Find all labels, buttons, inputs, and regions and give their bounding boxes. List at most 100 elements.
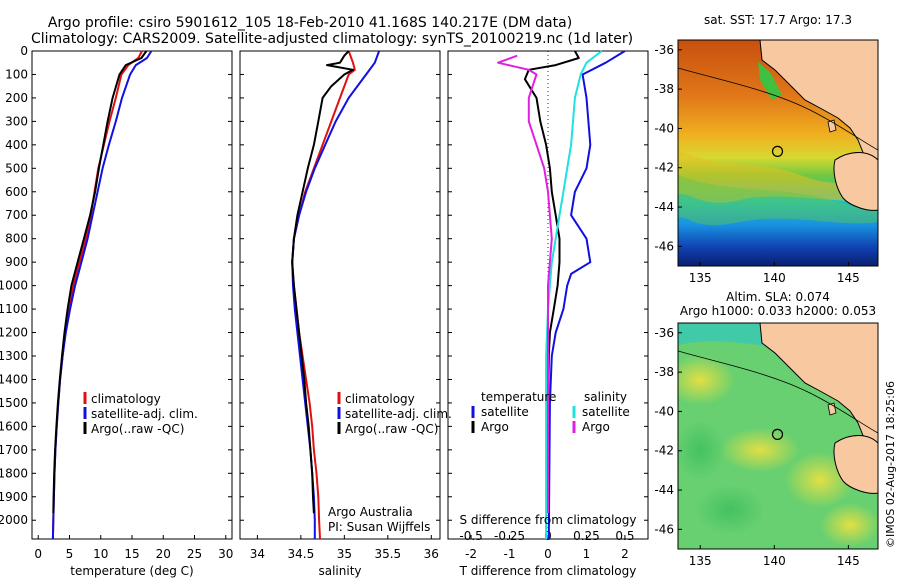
depth-tick-label: 1800: [0, 466, 28, 480]
sst-map-frame: [677, 39, 879, 267]
difference-panel: -2 -1 0 1 2-0.5 -0.25 0 0.25 0.5: [459, 50, 634, 561]
legend-title-salinity: salinity: [584, 390, 627, 404]
sst-land-tasmania: [833, 152, 878, 211]
series-line-t-satellite: [547, 50, 626, 540]
sst-front: [678, 150, 878, 203]
legend-title-temperature: temperature: [481, 390, 556, 404]
x-tick-label: 5: [66, 547, 74, 561]
sst-argo-position-marker: [771, 145, 784, 157]
sla-anomaly: [695, 485, 765, 535]
legend-label-s-argo: Argo: [582, 420, 610, 434]
x-tick-label: 34.5: [288, 547, 315, 561]
depth-tick-label: 1100: [0, 302, 28, 316]
x-tick-label: 20: [156, 547, 171, 561]
temperature-panel: 0 5 10 15 20 25 30: [34, 50, 233, 561]
map-y-tick-label: -38: [654, 365, 674, 379]
legend-label-argo: Argo(..raw -QC): [91, 422, 184, 436]
legend-label-t-argo: Argo: [481, 420, 509, 434]
sla-shelf-contour: [678, 350, 878, 434]
sla-map-title1: Altim. SLA: 0.074: [726, 290, 830, 304]
map-y-tick-label: -40: [654, 404, 674, 418]
depth-tick-label: 0: [20, 44, 28, 58]
depth-tick-label: 600: [5, 185, 28, 199]
sla-anomaly: [820, 503, 878, 547]
x-tick-label: 34: [250, 547, 265, 561]
x-tick-label: 25: [187, 547, 202, 561]
difference-xlabel: T difference from climatology: [459, 564, 637, 578]
depth-tick-label: 900: [5, 255, 28, 269]
x-tick-label: 1: [583, 547, 591, 561]
depth-tick-label: 700: [5, 208, 28, 222]
sst-map-title: sat. SST: 17.7 Argo: 17.3: [704, 13, 852, 27]
map-y-tick-label: -42: [654, 161, 674, 175]
series-line-s-argo: [497, 54, 553, 514]
series-line-climatology: [291, 50, 356, 540]
x-tick-label: -1: [504, 547, 516, 561]
x-tick-label: 36: [424, 547, 439, 561]
depth-tick-label: 1900: [0, 490, 28, 504]
annotation-pi: PI: Susan Wijffels: [328, 520, 430, 534]
depth-tick-label: 500: [5, 161, 28, 175]
temperature-panel-frame: [31, 50, 233, 540]
depth-tick-label: 2000: [0, 513, 28, 527]
map-x-tick-label: 140: [763, 554, 786, 568]
map-y-tick-label: -44: [654, 200, 674, 214]
imos-credit: ©IMOS 02-Aug-2017 18:25:06: [884, 381, 897, 548]
map-x-tick-label: 135: [689, 554, 712, 568]
depth-tick-label: 1400: [0, 372, 28, 386]
legend-label-satellite: satellite-adj. clim.: [91, 407, 198, 421]
top-tick-label: -0.25: [494, 529, 525, 543]
x-tick-label: 2: [621, 547, 629, 561]
map-y-tick-label: -46: [654, 522, 674, 536]
sla-argo-position-marker: [771, 428, 784, 440]
map-y-tick-label: -46: [654, 239, 674, 253]
depth-tick-label: 100: [5, 67, 28, 81]
difference-top-label: S difference from climatology: [460, 513, 637, 527]
sst-map-axes: 135 140 145 -36 -38 -40 -42 -44 -46: [654, 43, 859, 285]
sla-map-field: [678, 323, 878, 549]
legend-label-s-satellite: satellite: [582, 405, 630, 419]
x-tick-label: 0: [34, 547, 42, 561]
depth-tick-label: 200: [5, 91, 28, 105]
temperature-xlabel: temperature (deg C): [70, 564, 193, 578]
top-tick-label: 0.5: [615, 529, 634, 543]
series-line-s-satellite: [545, 50, 603, 539]
depth-tick-label: 1000: [0, 279, 28, 293]
sla-map-frame: [677, 322, 879, 550]
map-y-tick-label: -40: [654, 121, 674, 135]
sst-map-field: [678, 40, 878, 266]
depth-axis: 0 100 200 300 400 500 600 700 800 900 1000 1100 1200…: [0, 44, 648, 527]
map-y-tick-label: -36: [654, 43, 674, 57]
series-line-argo-raw-qc: [291, 50, 354, 514]
series-line-climatology: [51, 50, 143, 540]
sla-map-axes: 135 140 145 -36 -38 -40 -42 -44 -46: [654, 326, 859, 568]
sst-shelf-contour: [678, 67, 878, 151]
sla-anomaly: [678, 420, 725, 480]
difference-legend: temperature salinity satellite Argo sate…: [471, 390, 630, 434]
sst-coastal-patch: [758, 62, 782, 100]
x-tick-label: 35.5: [374, 547, 401, 561]
salinity-legend: climatology satellite-adj. clim. Argo(..…: [328, 392, 452, 534]
x-tick-label: 30: [218, 547, 233, 561]
map-y-tick-label: -36: [654, 326, 674, 340]
depth-tick-label: 300: [5, 114, 28, 128]
series-line-satellite-adj-clim: [51, 50, 153, 540]
sla-map-title2: Argo h1000: 0.033 h2000: 0.053: [680, 304, 876, 318]
x-tick-label: -2: [465, 547, 477, 561]
salinity-panel-frame: [239, 50, 441, 540]
map-y-tick-label: -44: [654, 483, 674, 497]
legend-label-argo: Argo(..raw -QC): [345, 422, 438, 436]
sla-land-tasmania: [833, 435, 878, 494]
temperature-legend: climatology satellite-adj. clim. Argo(..…: [83, 392, 198, 436]
legend-label-climatology: climatology: [345, 392, 415, 406]
depth-tick-label: 400: [5, 138, 28, 152]
x-tick-label: 15: [124, 547, 139, 561]
depth-tick-label: 1200: [0, 326, 28, 340]
top-tick-label: -0.5: [459, 529, 482, 543]
map-y-tick-label: -38: [654, 82, 674, 96]
top-tick-label: 0.25: [573, 529, 600, 543]
sla-anomaly: [720, 428, 800, 472]
x-tick-label: 0: [544, 547, 552, 561]
salinity-panel: 34 34.5 35 35.5 36: [250, 50, 439, 561]
legend-label-climatology: climatology: [91, 392, 161, 406]
